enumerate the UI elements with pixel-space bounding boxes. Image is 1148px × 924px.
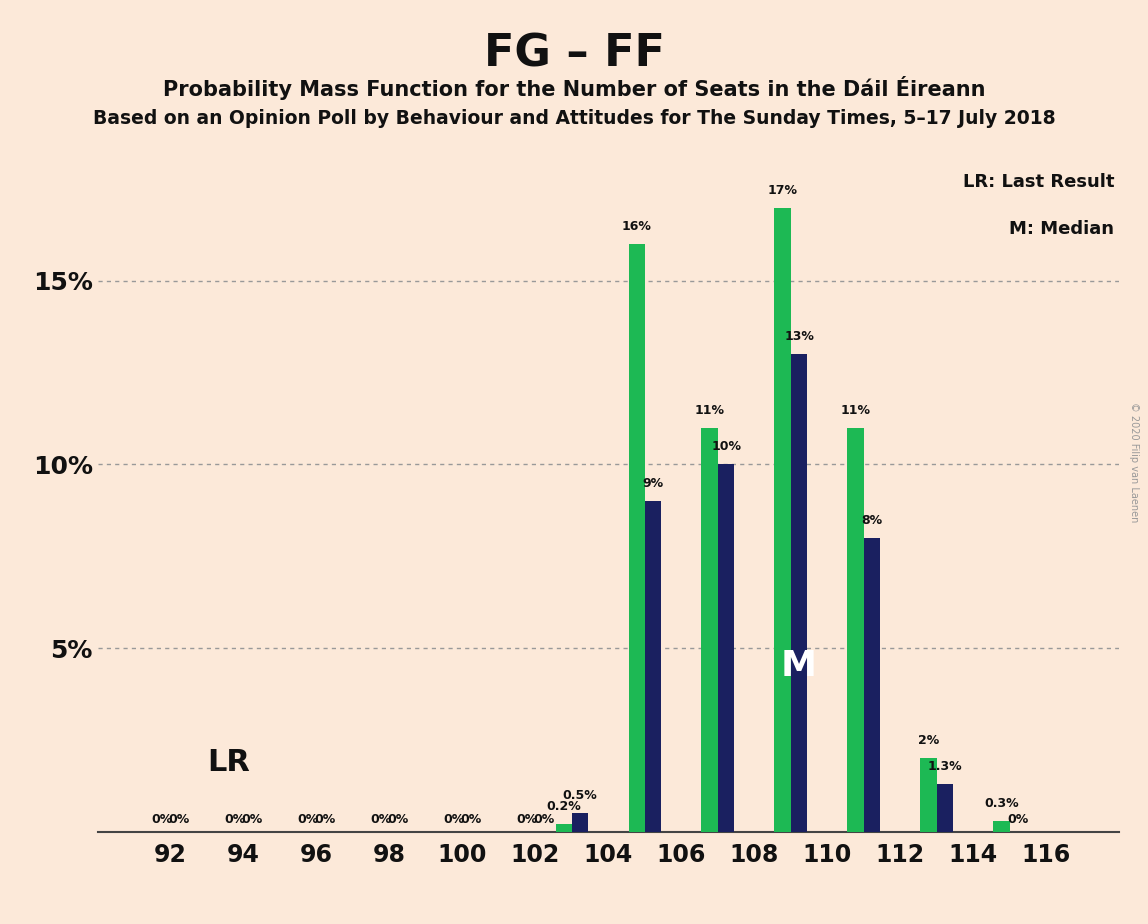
Text: 0%: 0% bbox=[533, 813, 554, 826]
Text: LR: LR bbox=[207, 748, 250, 776]
Text: 13%: 13% bbox=[784, 331, 814, 344]
Text: 0%: 0% bbox=[1008, 813, 1029, 826]
Text: 0%: 0% bbox=[168, 813, 189, 826]
Text: 0%: 0% bbox=[315, 813, 335, 826]
Bar bbox=[718, 465, 735, 832]
Text: 0%: 0% bbox=[371, 813, 391, 826]
Text: 17%: 17% bbox=[768, 184, 798, 197]
Text: 9%: 9% bbox=[643, 477, 664, 491]
Text: 11%: 11% bbox=[695, 404, 724, 417]
Bar bbox=[921, 759, 937, 832]
Bar bbox=[993, 821, 1010, 832]
Text: 0%: 0% bbox=[517, 813, 538, 826]
Text: 0.2%: 0.2% bbox=[546, 800, 581, 813]
Bar bbox=[572, 813, 589, 832]
Text: 0.3%: 0.3% bbox=[984, 796, 1019, 809]
Text: 10%: 10% bbox=[711, 441, 742, 454]
Text: 0%: 0% bbox=[225, 813, 246, 826]
Bar bbox=[863, 538, 881, 832]
Text: Probability Mass Function for the Number of Seats in the Dáil Éireann: Probability Mass Function for the Number… bbox=[163, 76, 985, 100]
Text: 11%: 11% bbox=[840, 404, 870, 417]
Text: Based on an Opinion Poll by Behaviour and Attitudes for The Sunday Times, 5–17 J: Based on an Opinion Poll by Behaviour an… bbox=[93, 109, 1055, 128]
Bar bbox=[701, 428, 718, 832]
Text: 0%: 0% bbox=[460, 813, 481, 826]
Text: 2%: 2% bbox=[918, 735, 939, 748]
Text: 8%: 8% bbox=[861, 514, 883, 527]
Bar bbox=[645, 501, 661, 832]
Text: FG – FF: FG – FF bbox=[483, 32, 665, 76]
Text: 0%: 0% bbox=[152, 813, 173, 826]
Bar bbox=[628, 244, 645, 832]
Text: 1.3%: 1.3% bbox=[928, 760, 962, 772]
Bar bbox=[937, 784, 953, 832]
Text: 0%: 0% bbox=[443, 813, 465, 826]
Text: 0%: 0% bbox=[387, 813, 409, 826]
Text: M: M bbox=[781, 650, 817, 684]
Text: LR: Last Result: LR: Last Result bbox=[963, 173, 1115, 191]
Bar bbox=[791, 355, 807, 832]
Bar bbox=[556, 824, 572, 832]
Text: 0.5%: 0.5% bbox=[563, 789, 598, 802]
Text: M: Median: M: Median bbox=[1009, 221, 1115, 238]
Text: 0%: 0% bbox=[297, 813, 319, 826]
Bar bbox=[775, 208, 791, 832]
Bar bbox=[847, 428, 864, 832]
Text: © 2020 Filip van Laenen: © 2020 Filip van Laenen bbox=[1130, 402, 1139, 522]
Text: 0%: 0% bbox=[241, 813, 263, 826]
Text: 16%: 16% bbox=[622, 220, 652, 233]
